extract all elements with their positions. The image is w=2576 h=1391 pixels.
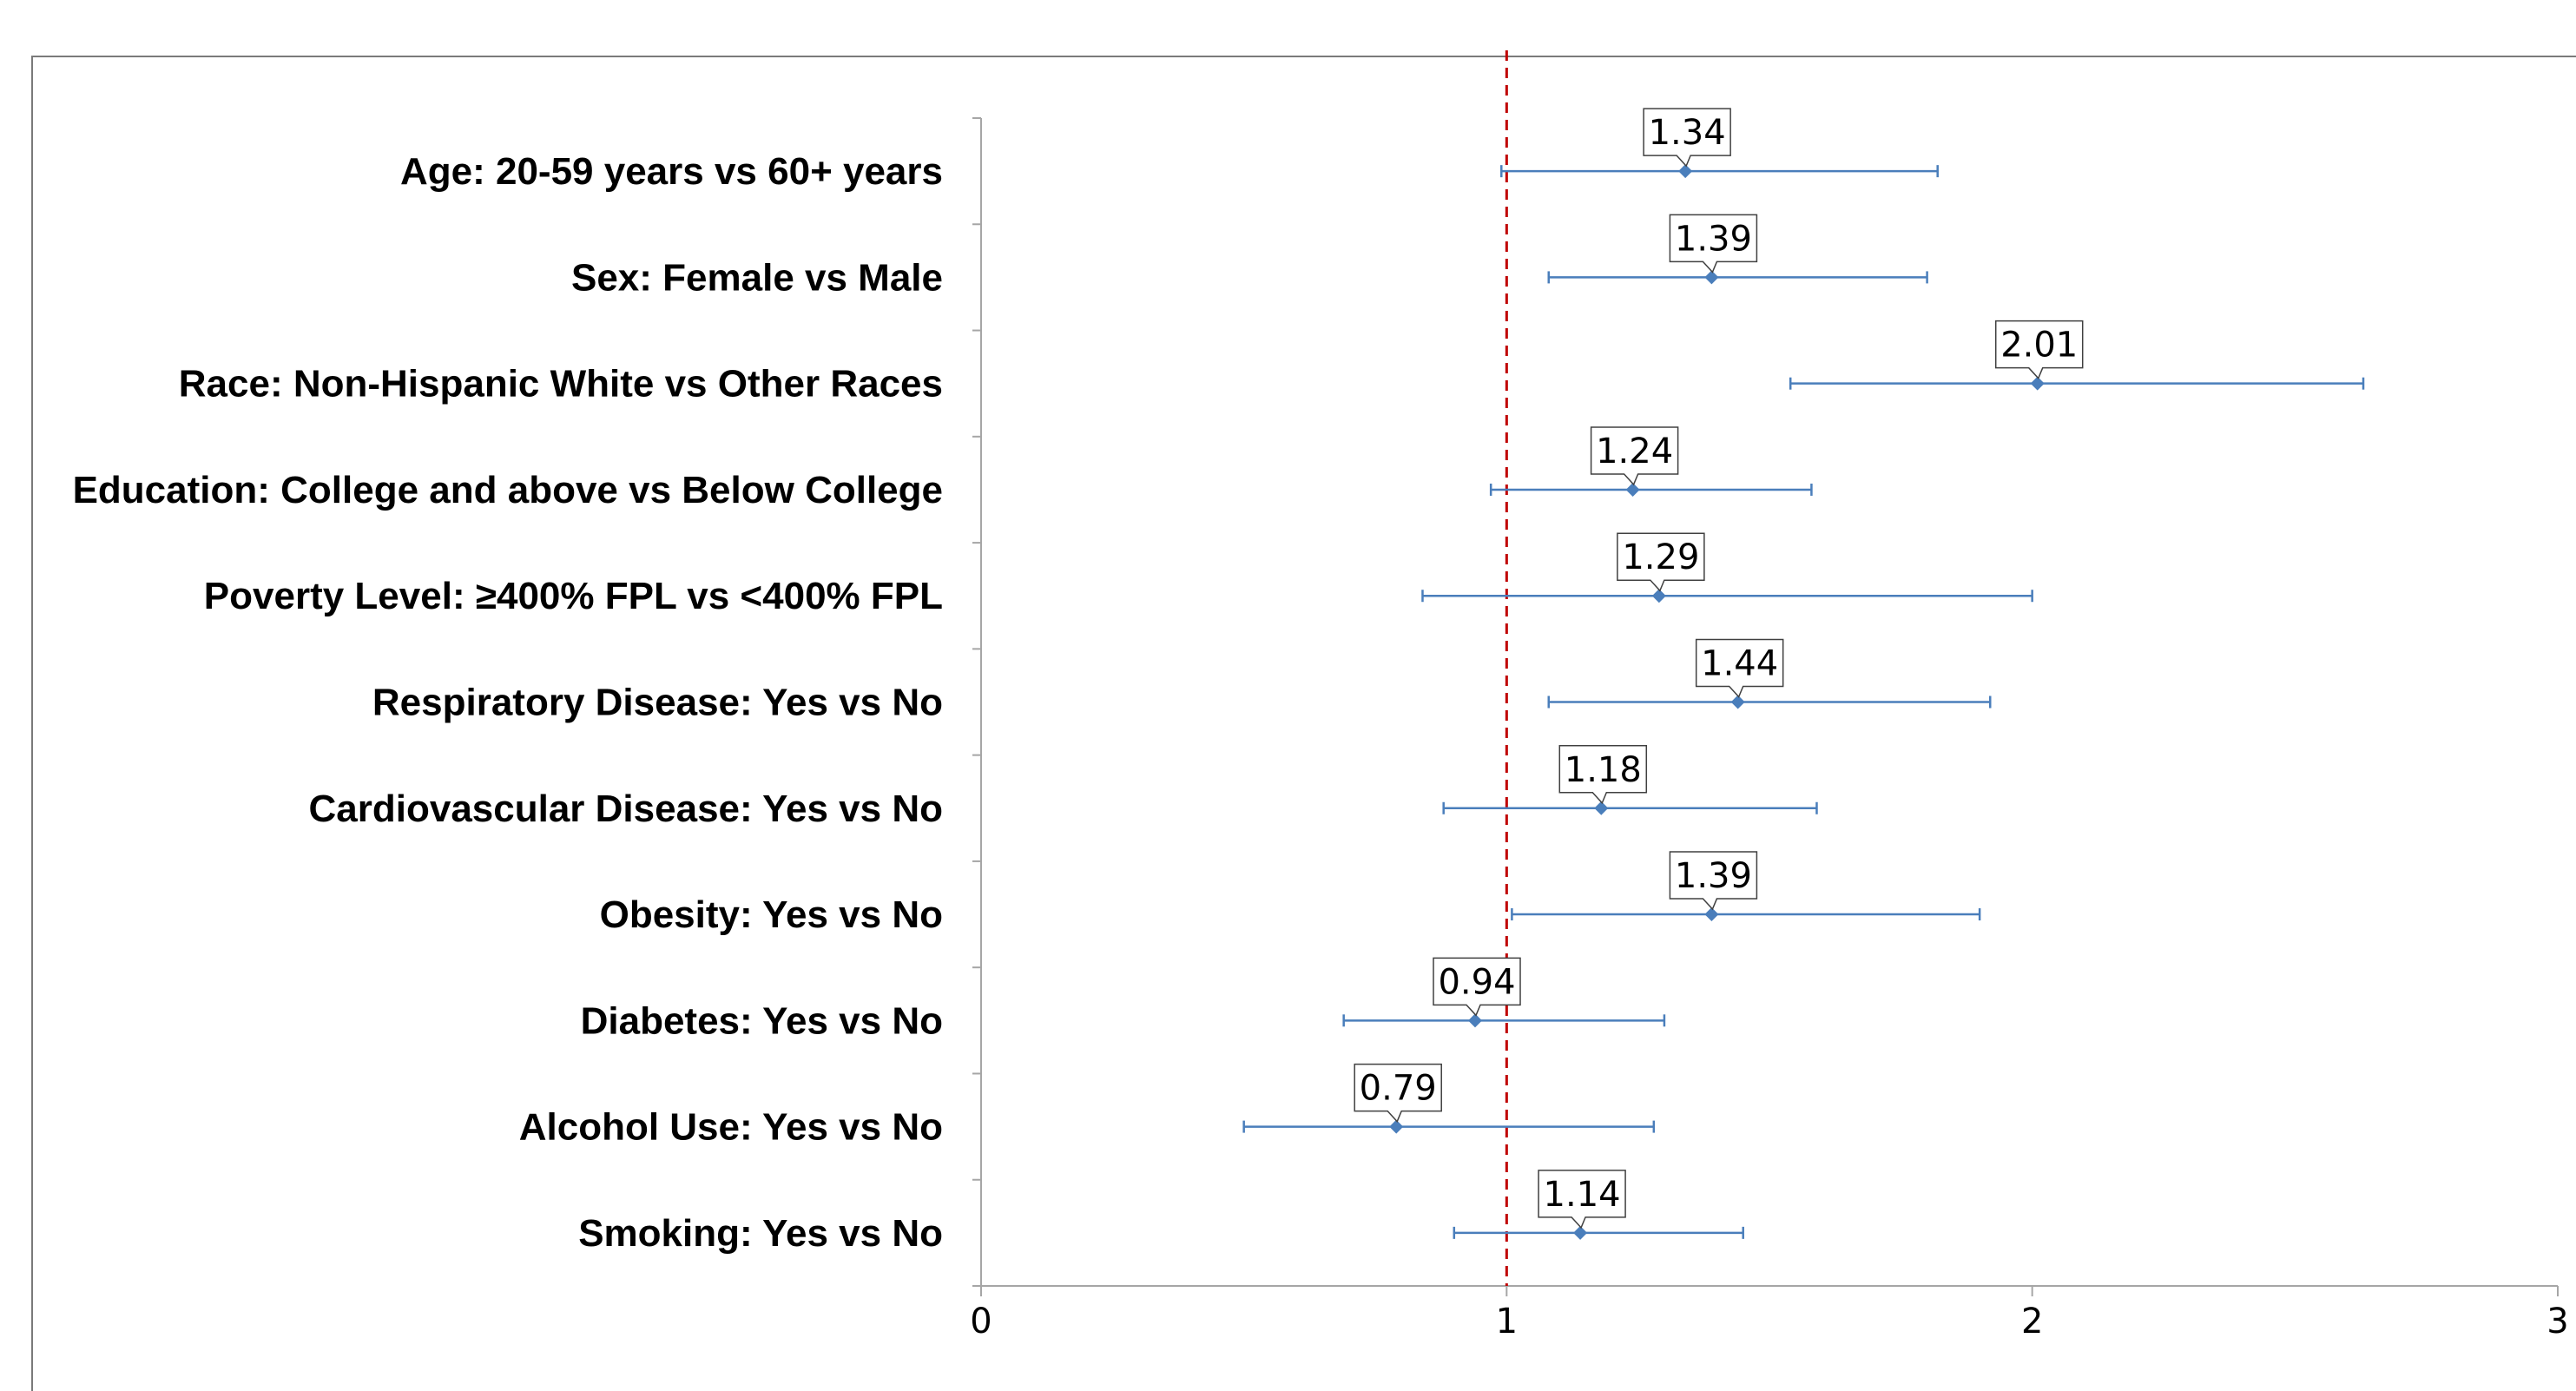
category-label: Respiratory Disease: Yes vs No: [372, 682, 943, 724]
category-label: Sex: Female vs Male: [571, 256, 943, 299]
category-label: Smoking: Yes vs No: [578, 1212, 943, 1255]
category-label: Obesity: Yes vs No: [600, 893, 943, 936]
x-tick-label: 0: [970, 1302, 992, 1342]
data-label: 1.34: [1649, 113, 1726, 153]
category-label: Alcohol Use: Yes vs No: [519, 1106, 943, 1149]
chart-frame: [31, 56, 2576, 1391]
estimate-marker: [1594, 801, 1609, 815]
data-label-box: [1617, 532, 1705, 592]
x-tick-label: 2: [2021, 1302, 2043, 1342]
data-label-box: [1643, 108, 1731, 168]
category-label: Race: Non-Hispanic White vs Other Races: [179, 363, 943, 405]
data-label-box: [1590, 426, 1679, 486]
category-label: Poverty Level: ≥400% FPL vs <400% FPL: [204, 575, 943, 617]
category-label: Age: 20-59 years vs 60+ years: [400, 150, 943, 193]
estimate-marker: [1678, 164, 1693, 179]
estimate-marker: [1468, 1013, 1483, 1028]
data-label: 1.29: [1622, 537, 1699, 577]
data-label: 1.39: [1675, 219, 1752, 259]
estimate-marker: [1704, 270, 1719, 285]
estimate-marker: [2030, 376, 2045, 391]
estimate-marker: [1730, 695, 1745, 709]
estimate-marker: [1651, 589, 1666, 603]
data-label-box: [1695, 638, 1784, 698]
estimate-marker: [1573, 1225, 1588, 1240]
category-label: Diabetes: Yes vs No: [581, 999, 943, 1042]
data-label-box: [1994, 320, 2084, 380]
data-label: 1.24: [1596, 432, 1673, 471]
estimate-marker: [1389, 1119, 1404, 1134]
data-label: 1.39: [1675, 856, 1752, 896]
data-label-box: [1354, 1063, 1442, 1123]
data-label: 1.44: [1701, 644, 1778, 684]
data-label-box: [1538, 1170, 1626, 1229]
estimate-marker: [1625, 482, 1640, 497]
data-label: 0.94: [1438, 962, 1515, 1002]
data-label-box: [1433, 957, 1521, 1017]
data-label-box: [1669, 214, 1758, 274]
estimate-marker: [1704, 907, 1719, 922]
x-tick-label: 1: [1496, 1302, 1518, 1342]
data-label: 1.18: [1565, 750, 1642, 790]
data-label-box: [1669, 851, 1758, 911]
category-label: Cardiovascular Disease: Yes vs No: [309, 788, 944, 830]
data-label: 2.01: [2000, 326, 2078, 366]
data-label: 0.79: [1360, 1069, 1437, 1109]
data-label: 1.14: [1544, 1175, 1621, 1215]
data-label-box: [1558, 745, 1648, 805]
category-label: Education: College and above vs Below Co…: [73, 469, 943, 511]
x-tick-label: 3: [2546, 1302, 2568, 1342]
